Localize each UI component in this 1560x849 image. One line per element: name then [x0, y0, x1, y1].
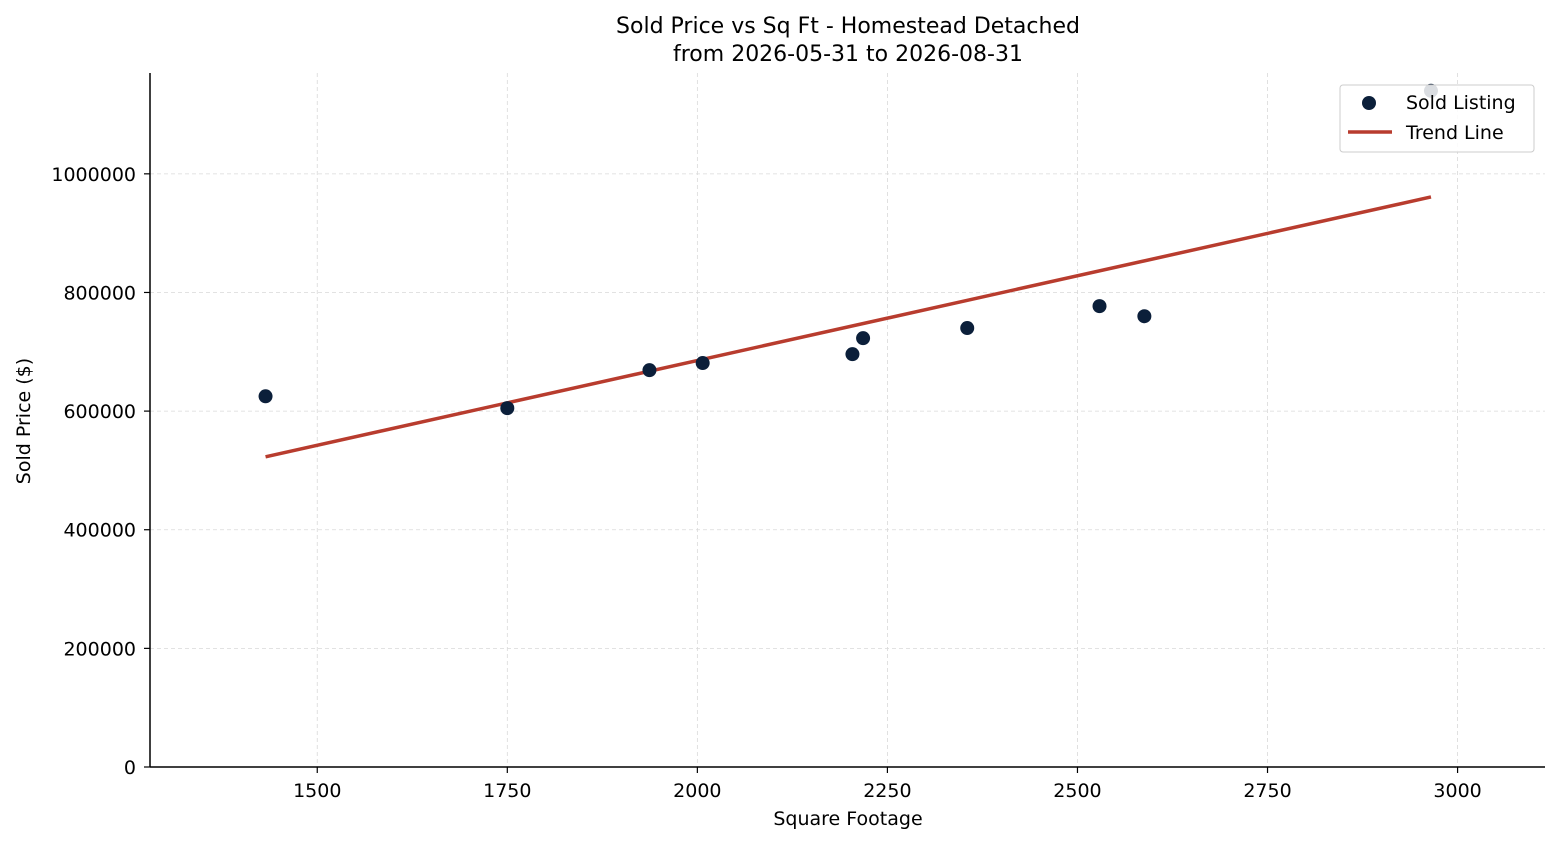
legend-marker-sold-listing — [1362, 96, 1376, 110]
x-axis-label: Square Footage — [773, 808, 922, 830]
scatter-point — [500, 401, 515, 416]
scatter-point — [960, 321, 975, 336]
x-tick-label: 2750 — [1243, 780, 1291, 802]
scatter-points-layer — [258, 83, 1438, 416]
scatter-point — [258, 389, 273, 404]
x-tick-label: 2000 — [673, 780, 721, 802]
y-tick-label: 0 — [124, 757, 136, 779]
y-tick-label: 200000 — [63, 638, 136, 660]
legend-label-sold-listing: Sold Listing — [1406, 92, 1516, 114]
y-tick-label: 400000 — [63, 520, 136, 542]
axes: 1500 1750 2000 2250 2500 2750 3000 0 200000 40000… — [51, 73, 1545, 802]
trend-line — [265, 195, 1432, 459]
scatter-point — [695, 356, 710, 371]
x-tick-label: 3000 — [1433, 780, 1481, 802]
x-tick-label: 1750 — [483, 780, 531, 802]
y-axis-label: Sold Price ($) — [13, 358, 35, 484]
chart-title-line-1: Sold Price vs Sq Ft - Homestead Detached — [616, 14, 1080, 39]
legend: Sold Listing Trend Line — [1339, 84, 1535, 153]
y-tick-label: 800000 — [63, 282, 136, 304]
scatter-point — [856, 331, 871, 346]
x-tick-label: 2250 — [863, 780, 911, 802]
scatter-point — [845, 347, 860, 362]
chart-title-line-2: from 2026-05-31 to 2026-08-31 — [673, 42, 1023, 67]
trend-line-layer — [265, 195, 1432, 459]
scatter-point — [1137, 309, 1152, 324]
scatter-point — [1092, 299, 1107, 314]
legend-label-trend-line: Trend Line — [1405, 122, 1504, 144]
x-tick-label: 2500 — [1053, 780, 1101, 802]
grid — [150, 73, 1545, 767]
y-tick-label: 1000000 — [51, 164, 136, 186]
scatter-point — [642, 363, 657, 378]
x-tick-label: 1500 — [293, 780, 341, 802]
y-tick-label: 600000 — [63, 401, 136, 423]
legend-box — [1339, 84, 1535, 153]
